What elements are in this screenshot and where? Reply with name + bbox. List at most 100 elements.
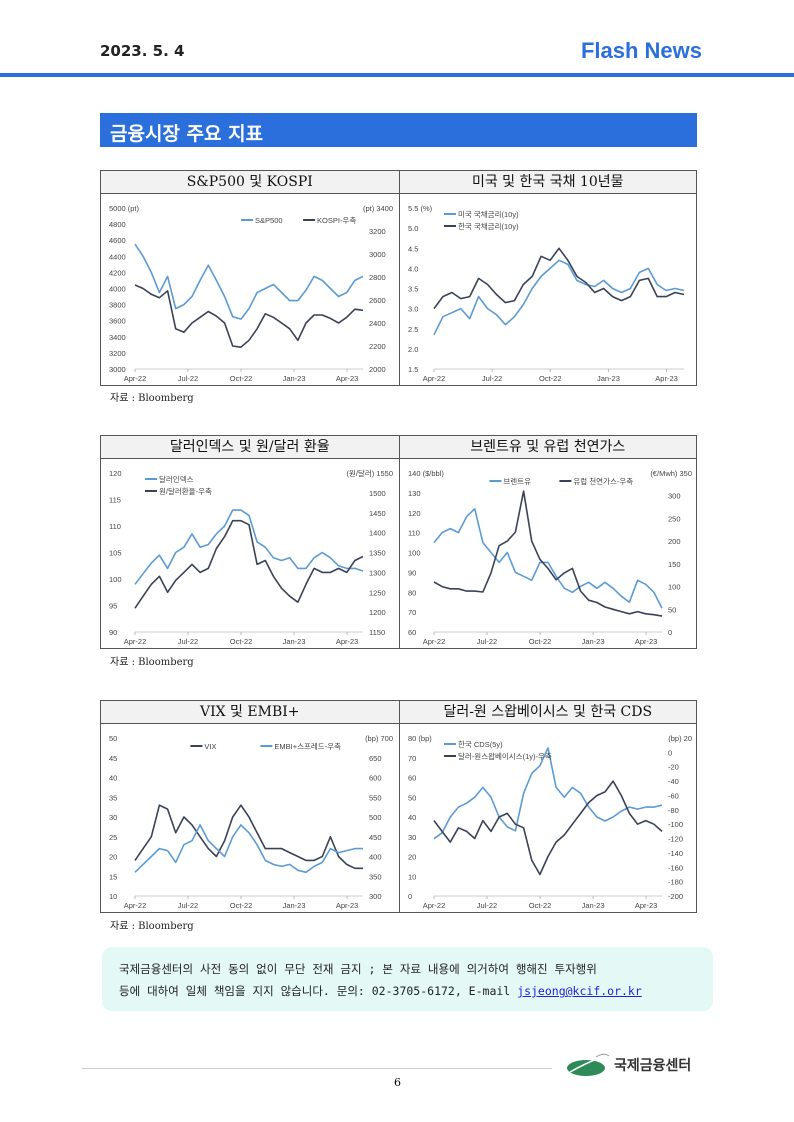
chart-sp500-kospi: 5000 (pt) (pt) 3400 3000 3200 3400 3600 3800 40… <box>109 204 393 383</box>
x-tick-label: Apr-23 <box>655 374 678 383</box>
y-tick-label: 3200 <box>109 349 126 358</box>
disclaimer-line-1: 국제금융센터의 사전 동의 없이 무단 전재 금지 ; 본 자료 내용에 의거하… <box>119 962 597 976</box>
y2-tick-label: 250 <box>668 514 681 523</box>
y2-tick-label: 300 <box>668 492 681 501</box>
chart-title: 미국 및 한국 국채 10년물 <box>399 171 696 194</box>
y-tick-label: 105 <box>109 549 122 558</box>
y-tick-label: 110 <box>408 529 420 538</box>
series-line-0 <box>134 804 363 870</box>
x-tick-label: Apr-23 <box>634 901 657 910</box>
x-tick-label: Jul-22 <box>178 374 198 383</box>
chart-title: 브렌트유 및 유럽 천연가스 <box>399 436 696 459</box>
series-line-1 <box>134 284 364 348</box>
y2-tick-label: 1300 <box>369 568 386 577</box>
series-line-1 <box>433 490 662 617</box>
x-tick-label: Oct-22 <box>539 374 562 383</box>
chart-title: S&P500 및 KOSPI <box>101 171 399 194</box>
x-tick-label: Jan-23 <box>581 637 604 646</box>
y-tick-label: 70 <box>408 608 416 617</box>
x-tick-label: Apr-22 <box>422 901 445 910</box>
series-line-0 <box>134 509 364 585</box>
y-tick-label: 45 <box>109 754 117 763</box>
y2-tick-label: 400 <box>369 853 382 862</box>
series-line-0 <box>432 259 684 336</box>
leaf-logo-icon <box>567 1053 610 1076</box>
y2-tick-label: 1500 <box>369 489 386 498</box>
y2-tick-label: 450 <box>369 833 382 842</box>
left-axis-unit: 5.5 (%) <box>408 204 433 213</box>
y2-tick-label: -60 <box>668 791 679 800</box>
y-tick-label: 20 <box>408 853 416 862</box>
y-tick-label: 4800 <box>109 220 126 229</box>
disclaimer-text: 등에 대하여 일체 책임을 지지 않습니다. 문의: 02-3705-6172,… <box>119 984 518 998</box>
y-tick-label: 50 <box>408 793 416 802</box>
chart-panel: 미국 및 한국 국채 10년물 5.5 (%) 1.5 2.0 2.5 3.0 3.5 4.0… <box>398 171 696 385</box>
y-tick-label: 90 <box>109 628 117 637</box>
email-link[interactable]: jsjeong@kcif.or.kr <box>517 984 642 998</box>
left-axis-unit: 140 ($/bbl) <box>408 469 444 478</box>
disclaimer-box: 국제금융센터의 사전 동의 없이 무단 전재 금지 ; 본 자료 내용에 의거하… <box>102 947 713 1011</box>
y2-tick-label: -80 <box>668 806 679 815</box>
y2-tick-label: 350 <box>369 872 382 881</box>
chart-title: 달러-원 스왑베이시스 및 한국 CDS <box>399 701 696 724</box>
x-tick-label: Oct-22 <box>230 637 253 646</box>
y-tick-label: 4000 <box>109 285 126 294</box>
y2-tick-label: -140 <box>668 849 683 858</box>
legend-label: KOSPI-우축 <box>317 216 356 225</box>
chart-bond-yields: 5.5 (%) 1.5 2.0 2.5 3.0 3.5 4.0 4.5 5.0 Apr-22 Jul… <box>408 204 684 383</box>
y2-tick-label: 50 <box>668 605 676 614</box>
y-tick-label: 3600 <box>109 317 126 326</box>
right-axis-unit: (€/Mwh) 350 <box>650 469 692 478</box>
y-tick-label: 3000 <box>109 365 126 374</box>
y2-tick-label: 2400 <box>369 319 386 328</box>
y-tick-label: 4200 <box>109 268 126 277</box>
y2-tick-label: 200 <box>668 537 681 546</box>
y-tick-label: 100 <box>408 549 421 558</box>
header-divider <box>0 73 794 77</box>
report-date: 2023. 5. 4 <box>100 42 185 60</box>
y-tick-label: 0 <box>408 892 412 901</box>
y-tick-label: 60 <box>408 774 416 783</box>
y-tick-label: 10 <box>109 892 117 901</box>
chart-title: VIX 및 EMBI+ <box>101 701 399 724</box>
y-tick-label: 130 <box>408 489 421 498</box>
chart-dxy-krw: 120 (원/달러) 1550 90 95 100 105 110 115 1150 1200 12… <box>109 469 393 646</box>
y-tick-label: 115 <box>109 496 121 505</box>
legend-label: VIX <box>204 742 216 751</box>
y2-tick-label: 1450 <box>369 509 386 518</box>
y2-tick-label: -40 <box>668 777 679 786</box>
x-tick-label: Jan-23 <box>581 901 604 910</box>
right-axis-unit: (원/달러) 1550 <box>346 469 393 478</box>
y2-tick-label: 650 <box>369 754 382 763</box>
y2-tick-label: 1200 <box>369 608 386 617</box>
x-tick-label: Apr-22 <box>124 901 147 910</box>
kcif-logo: 국제금융센터 <box>566 1053 691 1077</box>
x-tick-label: Oct-22 <box>230 374 253 383</box>
y2-tick-label: 2600 <box>369 296 386 305</box>
brand-title: Flash News <box>580 38 702 63</box>
logo-text: 국제금융센터 <box>614 1058 692 1074</box>
y-tick-label: 10 <box>408 872 416 881</box>
chart-row-1: S&P500 및 KOSPI 5000 (pt) (pt) 3400 3000 3200… <box>100 170 697 386</box>
legend-label: 달러인덱스 <box>159 474 194 484</box>
x-tick-label: Jul-22 <box>476 901 496 910</box>
y2-tick-label: -20 <box>668 763 679 772</box>
y2-tick-label: 100 <box>668 583 681 592</box>
x-tick-label: Apr-22 <box>124 374 147 383</box>
series-line-1 <box>134 519 364 609</box>
y-tick-label: 35 <box>109 793 117 802</box>
y2-tick-label: 0 <box>668 748 672 757</box>
chart-swap-cds: 80 (bp) (bp) 20010203040506070-200-180-16… <box>408 734 692 910</box>
x-tick-label: Apr-22 <box>124 637 147 646</box>
chart-row-3: VIX 및 EMBI+ 50 (bp) 700 10 15 20 25 30 35 40 45 300… <box>100 700 697 913</box>
y-tick-label: 4400 <box>109 252 126 261</box>
x-tick-label: Apr-22 <box>422 374 445 383</box>
y-tick-label: 25 <box>109 833 117 842</box>
x-tick-label: Jul-22 <box>178 901 198 910</box>
y2-tick-label: -100 <box>668 820 683 829</box>
legend-label: EMBI+스프레드-우축 <box>274 742 341 751</box>
legend-label: 유럽 천연가스-우축 <box>573 476 633 486</box>
left-axis-unit: 120 <box>109 469 122 478</box>
x-tick-label: Jan-23 <box>283 637 306 646</box>
right-axis-unit: (pt) 3400 <box>363 204 393 213</box>
